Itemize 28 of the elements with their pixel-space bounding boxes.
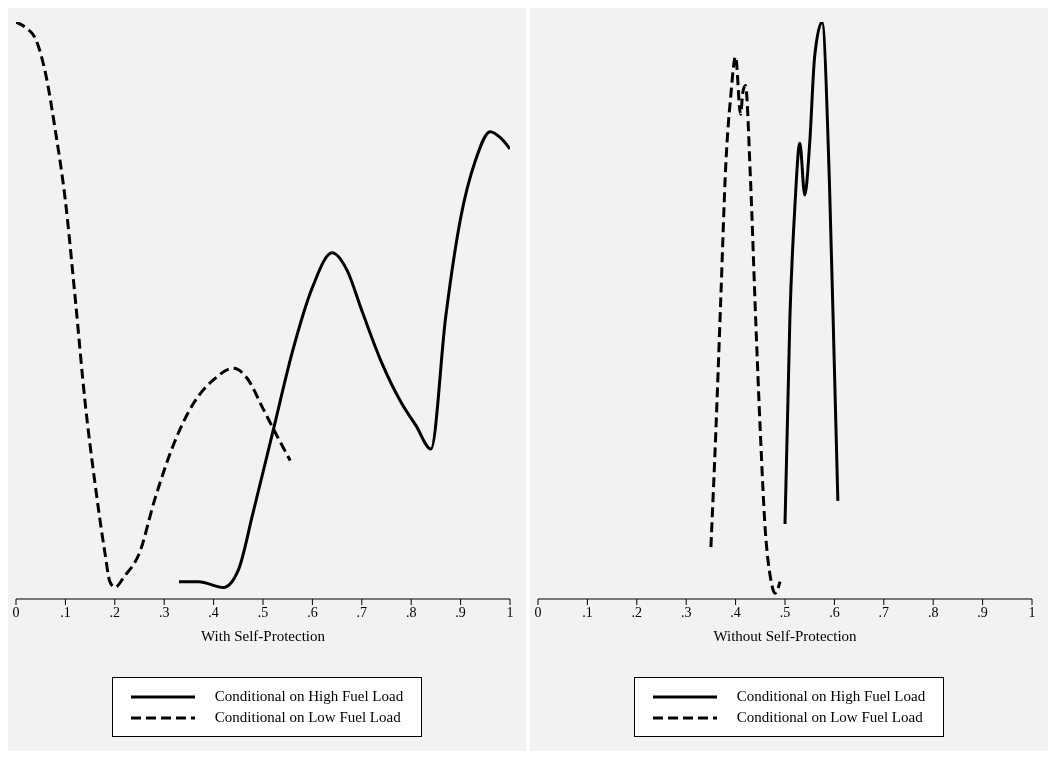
x-axis-title: Without Self-Protection: [713, 628, 858, 644]
x-tick-label: .4: [730, 604, 741, 620]
x-tick-label: .3: [680, 604, 692, 620]
legend-label: Conditional on High Fuel Load: [736, 688, 926, 705]
x-tick-label: .6: [307, 604, 318, 620]
legend-label: Conditional on Low Fuel Load: [214, 709, 401, 726]
x-tick-label: .2: [109, 604, 121, 620]
x-tick-label: 0: [12, 604, 20, 620]
legend-label: Conditional on Low Fuel Load: [736, 709, 923, 726]
x-tick-label: .7: [878, 604, 890, 620]
x-tick-label: .5: [779, 604, 791, 620]
x-tick-label: .9: [455, 604, 466, 620]
x-tick-label: 0: [534, 604, 542, 620]
x-axis-title: With Self-Protection: [201, 628, 326, 644]
x-tick-label: .8: [405, 604, 417, 620]
legend-label: Conditional on High Fuel Load: [214, 688, 404, 705]
x-tick-label: 1: [1028, 604, 1036, 620]
x-tick-label: .4: [208, 604, 219, 620]
x-tick-label: .5: [257, 604, 269, 620]
x-tick-label: .8: [927, 604, 939, 620]
x-tick-label: .1: [60, 604, 71, 620]
x-tick-label: .1: [582, 604, 593, 620]
x-tick-label: .6: [829, 604, 840, 620]
x-tick-label: .9: [977, 604, 988, 620]
x-tick-label: .3: [158, 604, 170, 620]
x-tick-label: .7: [356, 604, 368, 620]
x-tick-label: 1: [506, 604, 514, 620]
x-tick-label: .2: [631, 604, 643, 620]
